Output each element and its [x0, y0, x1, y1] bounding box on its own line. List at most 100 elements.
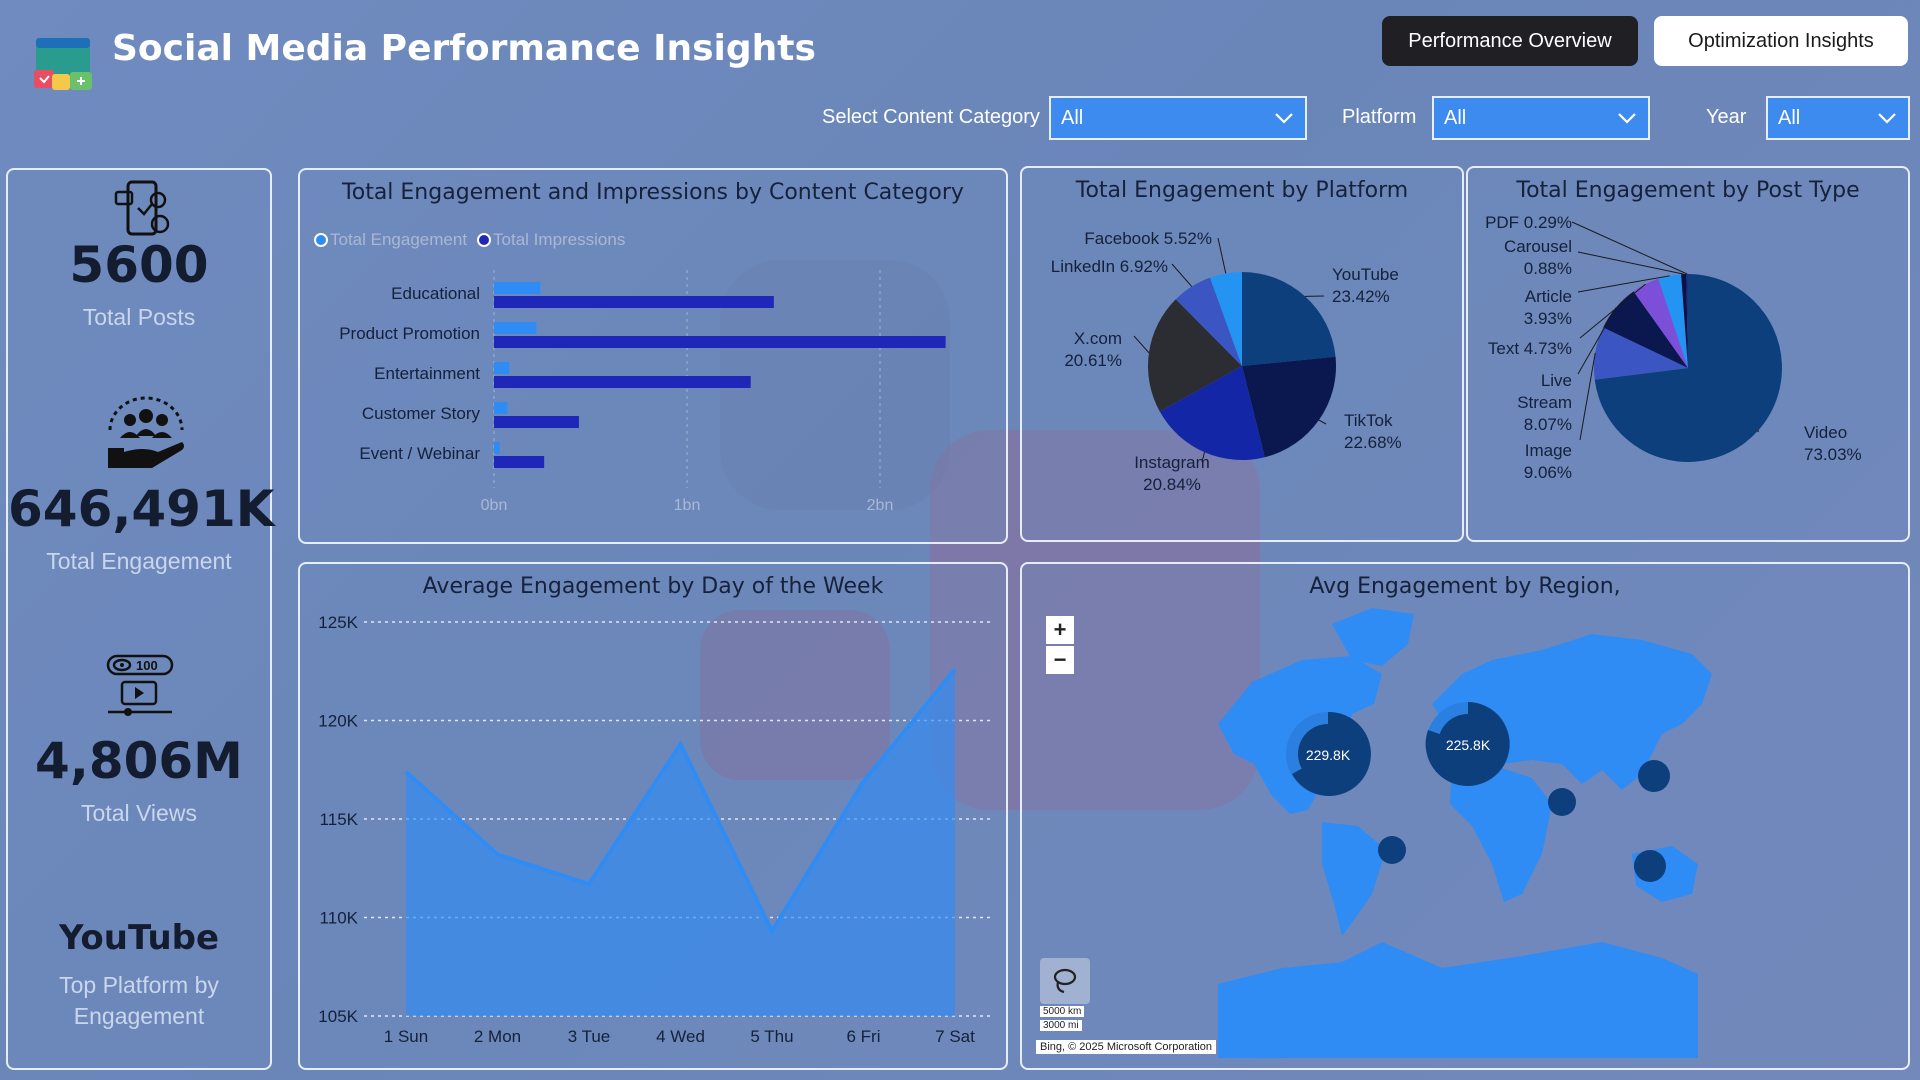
pie-label: YouTube — [1332, 265, 1399, 284]
year-value: All — [1778, 106, 1801, 129]
x-tick-label: 0bn — [481, 497, 508, 514]
content-category-value: All — [1061, 106, 1084, 129]
map-scale-mi: 3000 mi — [1040, 1020, 1082, 1031]
chevron-down-icon — [1275, 113, 1293, 124]
leader-line — [1577, 307, 1617, 375]
day-chart-card: Average Engagement by Day of the Week 10… — [298, 562, 1008, 1070]
region-map-title: Avg Engagement by Region, — [1309, 574, 1621, 599]
greenland-shape — [1332, 608, 1414, 666]
x-tick-label: 5 Thu — [750, 1027, 793, 1046]
map-credit: Bing, © 2025 Microsoft Corporation — [1036, 1040, 1216, 1054]
impressions-bar — [494, 376, 751, 388]
x-tick-label: 1bn — [674, 497, 701, 514]
pie-label: Facebook 5.52% — [1084, 229, 1212, 248]
total-posts-label: Total Posts — [82, 304, 196, 330]
pie-slice — [1658, 274, 1688, 368]
pie-label: 22.68% — [1344, 433, 1402, 452]
platform-value: All — [1444, 106, 1467, 129]
pie-label: LinkedIn 6.92% — [1051, 257, 1168, 276]
pie-label: 20.84% — [1143, 475, 1201, 494]
pie-label: Article — [1525, 287, 1572, 306]
leader-line — [1217, 237, 1227, 274]
region-bubble-europe[interactable]: 225.8K — [1425, 702, 1510, 786]
region-bubble-south-asia[interactable] — [1548, 788, 1576, 816]
pie-slice — [1686, 274, 1688, 368]
category-bar-chart: 0bn 1bn 2bn Educational Product Promotion Ent… — [339, 270, 946, 514]
platform-pie-chart: YouTube 23.42% TikTok 22.68% Instagram 20.84%… — [1051, 229, 1402, 494]
day-chart-title: Average Engagement by Day of the Week — [422, 574, 884, 599]
total-engagement-label: Total Engagement — [46, 548, 232, 574]
category-label: Entertainment — [374, 364, 480, 383]
pie-label: 73.03% — [1804, 445, 1862, 464]
page-title: Social Media Performance Insights — [112, 28, 816, 69]
region-bubble-east-asia[interactable] — [1638, 760, 1670, 792]
impressions-bar — [494, 336, 946, 348]
pie-label: 0.88% — [1524, 259, 1572, 278]
y-tick-label: 105K — [318, 1007, 358, 1026]
total-views-value: 4,806M — [35, 732, 243, 790]
region-bubble-north-america[interactable]: 229.8K — [1286, 711, 1371, 796]
legend-item-impressions[interactable]: Total Impressions — [477, 230, 625, 250]
top-platform-label: Top Platform by Engagement — [59, 972, 219, 1029]
x-tick-label: 4 Wed — [656, 1027, 705, 1046]
bubble-label-1: 229.8K — [1306, 747, 1351, 763]
lasso-icon — [1053, 968, 1077, 994]
engagement-bar — [494, 442, 500, 454]
total-posts-value: 5600 — [69, 236, 209, 294]
year-dropdown[interactable]: All — [1766, 96, 1910, 140]
leader-line — [1579, 283, 1646, 339]
region-bubble-oceania[interactable] — [1634, 850, 1666, 882]
y-tick-label: 125K — [318, 613, 358, 632]
optimization-insights-button[interactable]: Optimization Insights — [1654, 16, 1908, 66]
pie-slice — [1175, 277, 1242, 366]
map-zoom-in-button[interactable]: + — [1046, 616, 1074, 644]
top-platform-value: YouTube — [58, 918, 220, 958]
leader-line — [1577, 275, 1670, 293]
leader-line — [1577, 251, 1684, 275]
engagement-bar — [494, 282, 541, 294]
impressions-bar — [494, 416, 579, 428]
map-lasso-button[interactable] — [1040, 958, 1090, 1004]
legend-item-engagement[interactable]: Total Engagement — [314, 230, 467, 250]
pie-slice — [1159, 366, 1265, 461]
platform-label: Platform — [1342, 106, 1417, 128]
area-fill — [406, 669, 955, 1016]
pie-label: Carousel — [1504, 237, 1572, 256]
category-chart-legend: Total Engagement Total Impressions — [314, 230, 625, 250]
leader-line — [1571, 221, 1688, 275]
pie-slice — [1242, 356, 1336, 458]
south-america-shape — [1322, 822, 1386, 936]
pie-label: Video — [1804, 423, 1847, 442]
map-zoom-out-button[interactable]: − — [1046, 646, 1074, 674]
x-tick-label: 2bn — [867, 497, 894, 514]
phone-social-icon — [114, 180, 170, 236]
platform-chart-title: Total Engagement by Platform — [1075, 178, 1409, 203]
engagement-bar — [494, 402, 508, 414]
x-tick-label: 3 Tue — [568, 1027, 611, 1046]
pie-slice — [1594, 274, 1782, 462]
x-tick-label: 6 Fri — [847, 1027, 881, 1046]
leader-line — [1318, 419, 1327, 425]
category-label: Product Promotion — [339, 324, 480, 343]
content-category-label: Select Content Category — [822, 106, 1040, 128]
category-label: Educational — [391, 284, 480, 303]
engagement-bar — [494, 362, 510, 374]
engagement-bar — [494, 322, 537, 334]
region-bubble-south-america[interactable] — [1378, 836, 1406, 864]
leader-line — [1133, 335, 1150, 354]
pie-slice — [1148, 299, 1242, 412]
pie-slice — [1681, 274, 1688, 368]
audience-hand-icon — [108, 396, 184, 468]
pie-label: 3.93% — [1524, 309, 1572, 328]
series-line — [404, 668, 957, 936]
leader-line — [1171, 263, 1193, 287]
pie-slice — [1633, 278, 1688, 368]
posttype-chart-card: Total Engagement by Post Type Video 73.03… — [1466, 166, 1910, 542]
leader-line — [1579, 352, 1596, 441]
chevron-down-icon — [1878, 113, 1896, 124]
performance-overview-button[interactable]: Performance Overview — [1382, 16, 1638, 66]
content-category-dropdown[interactable]: All — [1049, 96, 1307, 140]
y-tick-label: 110K — [320, 909, 359, 928]
chevron-down-icon — [1618, 113, 1636, 124]
platform-dropdown[interactable]: All — [1432, 96, 1650, 140]
